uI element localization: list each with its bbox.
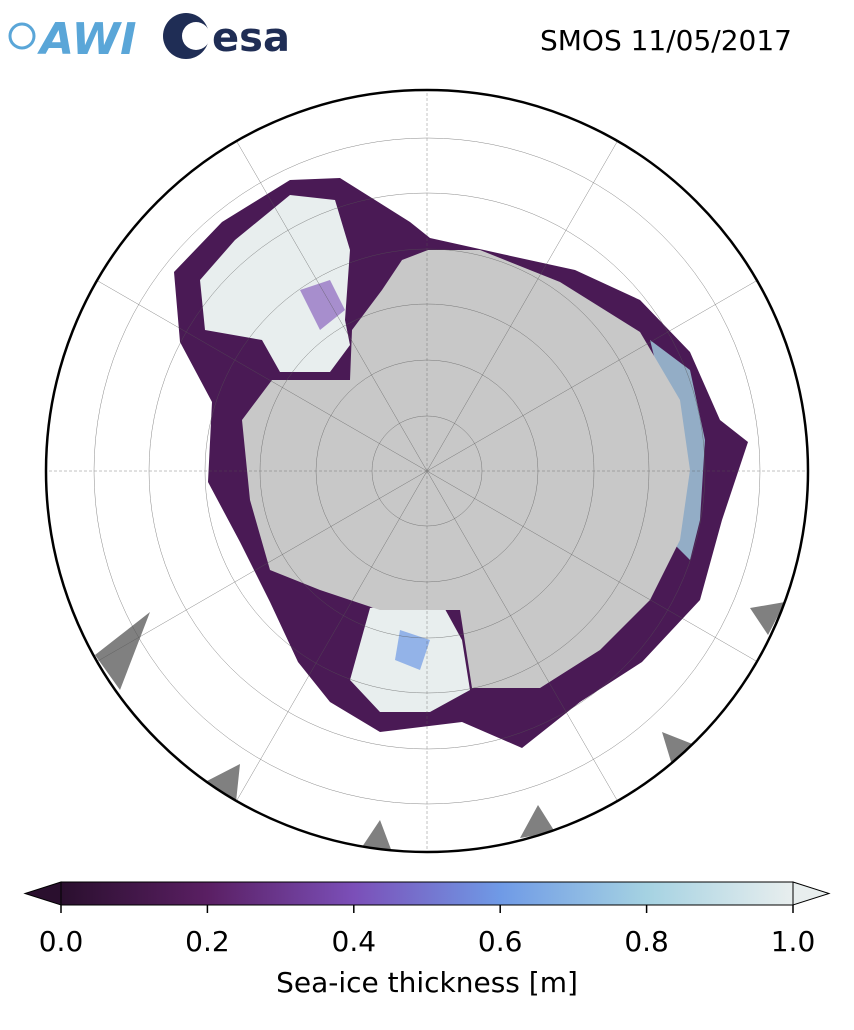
meridian xyxy=(426,470,618,802)
meridian xyxy=(426,280,758,472)
colorbar-tick-label: 0.8 xyxy=(624,925,669,958)
colorbar-scale xyxy=(60,881,794,906)
thin-ice-ross xyxy=(395,630,430,670)
continent xyxy=(242,250,690,688)
colorbar xyxy=(23,881,831,913)
logo-esa: esa xyxy=(163,13,290,61)
map xyxy=(46,90,808,852)
colorbar-tick-label: 1.0 xyxy=(771,925,816,958)
meridian xyxy=(426,140,618,472)
colorbar-tick-label: 0.4 xyxy=(332,925,377,958)
colorbar-tick-label: 0.2 xyxy=(185,925,230,958)
meridian xyxy=(96,280,428,472)
map-boundary xyxy=(44,88,810,854)
colorbar-tick-label: 0.6 xyxy=(478,925,523,958)
meridian xyxy=(426,470,758,662)
meridian xyxy=(236,140,428,472)
meridian xyxy=(96,470,428,662)
logo-awi-text: AWI xyxy=(37,14,137,65)
map-title: SMOS 11/05/2017 xyxy=(540,24,792,57)
colorbar-label: Sea-ice thickness [m] xyxy=(276,966,578,999)
logo-awi: AWI xyxy=(8,14,137,65)
meridian xyxy=(236,470,428,802)
logo-esa-text: esa xyxy=(212,15,290,61)
thin-ice-weddell xyxy=(300,280,345,330)
graticule xyxy=(46,90,808,852)
colorbar-tick-label: 0.0 xyxy=(39,925,84,958)
thick-ice-weddell xyxy=(200,195,350,372)
colorbar-extension-low xyxy=(23,881,62,906)
colorbar-extension-high xyxy=(792,881,831,906)
thick-ice-east xyxy=(650,340,705,560)
